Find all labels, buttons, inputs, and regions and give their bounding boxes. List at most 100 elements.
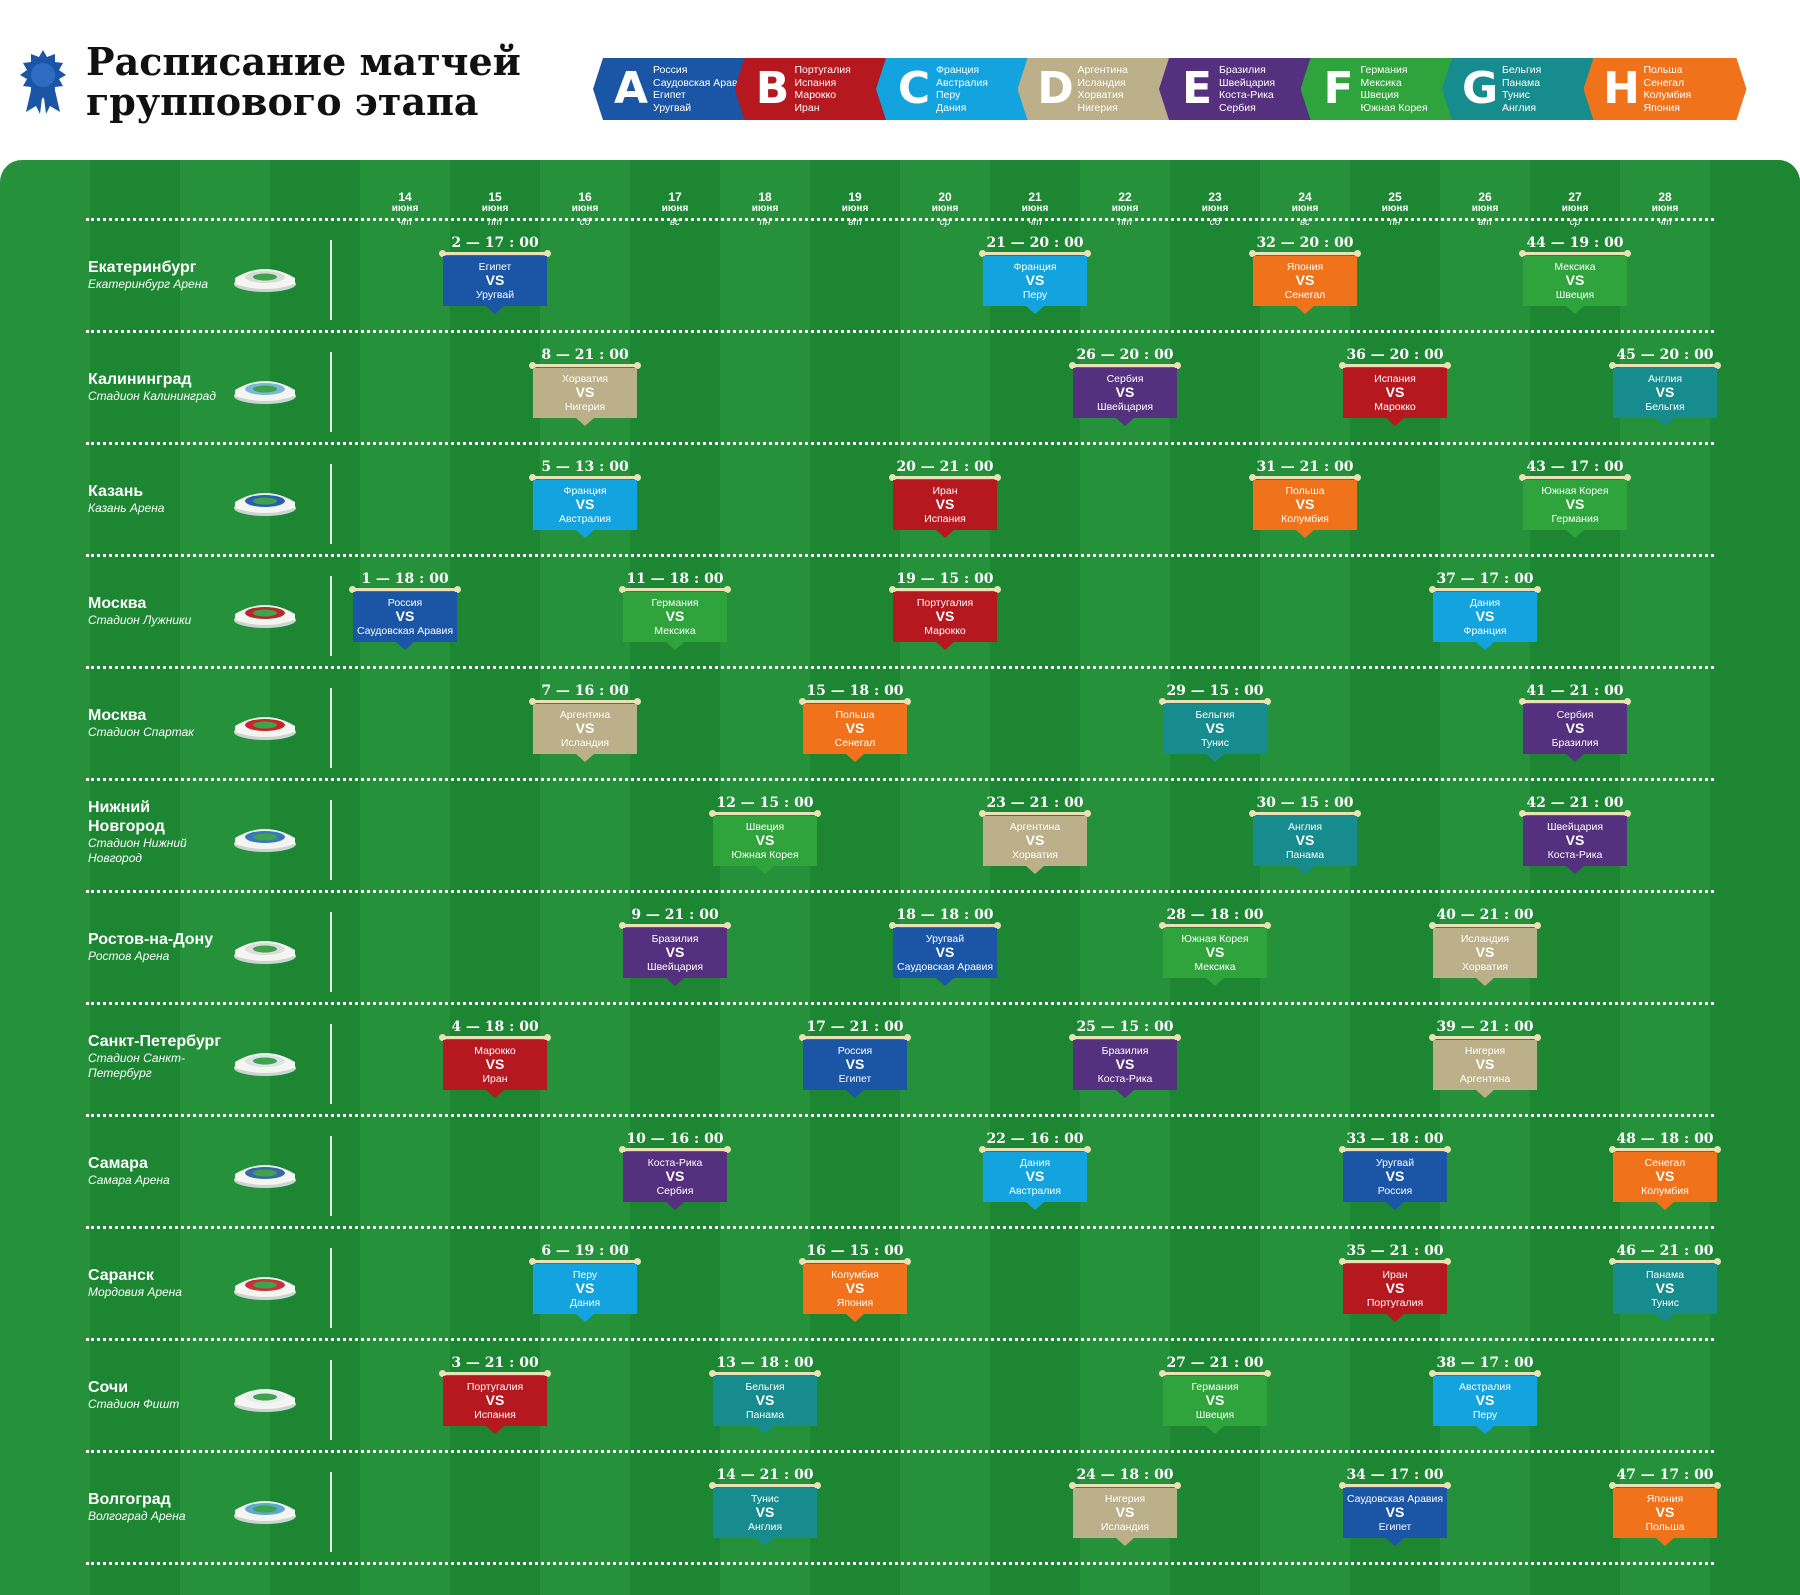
row-separator	[330, 800, 332, 880]
match-vs: VS	[1655, 1168, 1675, 1184]
match-number-time: 14 — 21 : 00	[716, 1467, 814, 1483]
match-home-team: Уругвай	[925, 933, 965, 945]
match-card[interactable]: 13 — 18 : 00 Бельгия VS Панама	[709, 1355, 821, 1439]
day-weekday: ср	[939, 217, 951, 228]
match-card[interactable]: 42 — 21 : 00 Швейцария VS Коста-Рика	[1519, 795, 1631, 879]
match-card-bg	[1343, 368, 1447, 426]
match-card[interactable]: 33 — 18 : 00 Уругвай VS Россия	[1339, 1131, 1451, 1215]
match-card[interactable]: 14 — 21 : 00 Тунис VS Англия	[709, 1467, 821, 1551]
match-card[interactable]: 41 — 21 : 00 Сербия VS Бразилия	[1519, 683, 1631, 767]
match-card[interactable]: 21 — 20 : 00 Франция VS Перу	[979, 235, 1091, 319]
venue-label: Волгоград Волгоград Арена	[88, 1490, 238, 1524]
match-hanger	[1609, 1258, 1721, 1265]
group-team-name: Бразилия	[1219, 64, 1266, 76]
venue-stadium: Екатеринбург Арена	[88, 277, 209, 291]
match-card[interactable]: 17 — 21 : 00 Россия VS Египет	[799, 1019, 911, 1103]
stadium-icon	[232, 594, 298, 630]
match-card[interactable]: 46 — 21 : 00 Панама VS Тунис	[1609, 1243, 1721, 1327]
match-card[interactable]: 34 — 17 : 00 Саудовская Аравия VS Египет	[1339, 1467, 1451, 1551]
match-card[interactable]: 2 — 17 : 00 Египет VS Уругвай	[439, 235, 551, 319]
match-card[interactable]: 18 — 18 : 00 Уругвай VS Саудовская Аравия	[889, 907, 1001, 991]
match-card[interactable]: 25 — 15 : 00 Бразилия VS Коста-Рика	[1069, 1019, 1181, 1103]
match-card[interactable]: 43 — 17 : 00 Южная Корея VS Германия	[1519, 459, 1631, 543]
match-card[interactable]: 48 — 18 : 00 Сенегал VS Колумбия	[1609, 1131, 1721, 1215]
match-card[interactable]: 9 — 21 : 00 Бразилия VS Швейцария	[619, 907, 731, 991]
match-number-time: 15 — 18 : 00	[806, 683, 904, 699]
match-card-bg	[983, 1152, 1087, 1210]
match-card-bg	[1073, 368, 1177, 426]
day-number: 16	[578, 190, 592, 204]
match-vs: VS	[665, 944, 685, 960]
match-card[interactable]: 47 — 17 : 00 Япония VS Польша	[1609, 1467, 1721, 1551]
match-number-time: 29 — 15 : 00	[1166, 683, 1264, 699]
match-number-time: 24 — 18 : 00	[1076, 1467, 1174, 1483]
match-card[interactable]: 7 — 16 : 00 Аргентина VS Исландия	[529, 683, 641, 767]
match-home-team: Польша	[1285, 485, 1325, 497]
match-number-time: 9 — 21 : 00	[631, 907, 719, 923]
match-card[interactable]: 40 — 21 : 00 Исландия VS Хорватия	[1429, 907, 1541, 991]
match-card[interactable]: 10 — 16 : 00 Коста-Рика VS Сербия	[619, 1131, 731, 1215]
match-away-team: Швеция	[1555, 289, 1595, 301]
match-card[interactable]: 38 — 17 : 00 Австралия VS Перу	[1429, 1355, 1541, 1439]
match-card-bg	[533, 704, 637, 762]
day-header: 22 июня пт	[1080, 191, 1170, 228]
day-number: 26	[1478, 190, 1492, 204]
match-vs: VS	[1115, 384, 1135, 400]
match-card[interactable]: 16 — 15 : 00 Колумбия VS Япония	[799, 1243, 911, 1327]
group-team-name: Коста-Рика	[1219, 89, 1274, 101]
match-hanger	[889, 474, 1001, 481]
match-card[interactable]: 28 — 18 : 00 Южная Корея VS Мексика	[1159, 907, 1271, 991]
match-card[interactable]: 19 — 15 : 00 Португалия VS Марокко	[889, 571, 1001, 655]
match-card[interactable]: 45 — 20 : 00 Англия VS Бельгия	[1609, 347, 1721, 431]
match-number-time: 11 — 18 : 00	[626, 571, 724, 587]
match-number-time: 4 — 18 : 00	[451, 1019, 539, 1035]
match-hanger	[1249, 474, 1361, 481]
match-hanger	[529, 474, 641, 481]
match-card[interactable]: 4 — 18 : 00 Марокко VS Иран	[439, 1019, 551, 1103]
match-card[interactable]: 30 — 15 : 00 Англия VS Панама	[1249, 795, 1361, 879]
group-badge-a: A Россия Саудовская Аравия Египет Уругвай	[593, 58, 756, 120]
match-number-time: 45 — 20 : 00	[1616, 347, 1714, 363]
match-card[interactable]: 5 — 13 : 00 Франция VS Австралия	[529, 459, 641, 543]
match-card[interactable]: 22 — 16 : 00 Дания VS Австралия	[979, 1131, 1091, 1215]
match-card[interactable]: 37 — 17 : 00 Дания VS Франция	[1429, 571, 1541, 655]
venue-stadium: Стадион Санкт-Петербург	[88, 1051, 185, 1080]
match-card[interactable]: 6 — 19 : 00 Перу VS Дания	[529, 1243, 641, 1327]
match-card[interactable]: 44 — 19 : 00 Мексика VS Швеция	[1519, 235, 1631, 319]
match-card[interactable]: 1 — 18 : 00 Россия VS Саудовская Аравия	[349, 571, 461, 655]
match-home-team: Южная Корея	[1541, 485, 1609, 497]
day-number: 15	[488, 190, 502, 204]
match-card[interactable]: 12 — 15 : 00 Швеция VS Южная Корея	[709, 795, 821, 879]
match-away-team: Нигерия	[564, 401, 606, 413]
row-divider	[86, 1114, 1714, 1117]
match-card[interactable]: 8 — 21 : 00 Хорватия VS Нигерия	[529, 347, 641, 431]
match-number-time: 38 — 17 : 00	[1436, 1355, 1534, 1371]
match-hanger	[529, 362, 641, 369]
match-away-team: Бельгия	[1645, 401, 1685, 413]
day-number: 27	[1568, 190, 1582, 204]
match-card[interactable]: 20 — 21 : 00 Иран VS Испания	[889, 459, 1001, 543]
match-card[interactable]: 27 — 21 : 00 Германия VS Швеция	[1159, 1355, 1271, 1439]
match-card[interactable]: 24 — 18 : 00 Нигерия VS Исландия	[1069, 1467, 1181, 1551]
match-card[interactable]: 26 — 20 : 00 Сербия VS Швейцария	[1069, 347, 1181, 431]
match-card[interactable]: 31 — 21 : 00 Польша VS Колумбия	[1249, 459, 1361, 543]
match-card[interactable]: 39 — 21 : 00 Нигерия VS Аргентина	[1429, 1019, 1541, 1103]
match-card[interactable]: 35 — 21 : 00 Иран VS Португалия	[1339, 1243, 1451, 1327]
day-number: 24	[1298, 190, 1312, 204]
match-card[interactable]: 3 — 21 : 00 Португалия VS Испания	[439, 1355, 551, 1439]
match-card[interactable]: 32 — 20 : 00 Япония VS Сенегал	[1249, 235, 1361, 319]
match-card[interactable]: 29 — 15 : 00 Бельгия VS Тунис	[1159, 683, 1271, 767]
match-card[interactable]: 36 — 20 : 00 Испания VS Марокко	[1339, 347, 1451, 431]
match-card[interactable]: 23 — 21 : 00 Аргентина VS Хорватия	[979, 795, 1091, 879]
day-month: июня	[1021, 203, 1049, 214]
match-card[interactable]: 11 — 18 : 00 Германия VS Мексика	[619, 571, 731, 655]
match-hanger	[1249, 810, 1361, 817]
match-card[interactable]: 15 — 18 : 00 Польша VS Сенегал	[799, 683, 911, 767]
match-home-team: Перу	[572, 1269, 598, 1281]
group-team-name: Хорватия	[1077, 89, 1124, 101]
match-hanger	[1609, 1482, 1721, 1489]
match-vs: VS	[1385, 1280, 1405, 1296]
match-hanger	[1609, 1146, 1721, 1153]
match-number-time: 47 — 17 : 00	[1616, 1467, 1714, 1483]
match-home-team: Южная Корея	[1181, 933, 1249, 945]
